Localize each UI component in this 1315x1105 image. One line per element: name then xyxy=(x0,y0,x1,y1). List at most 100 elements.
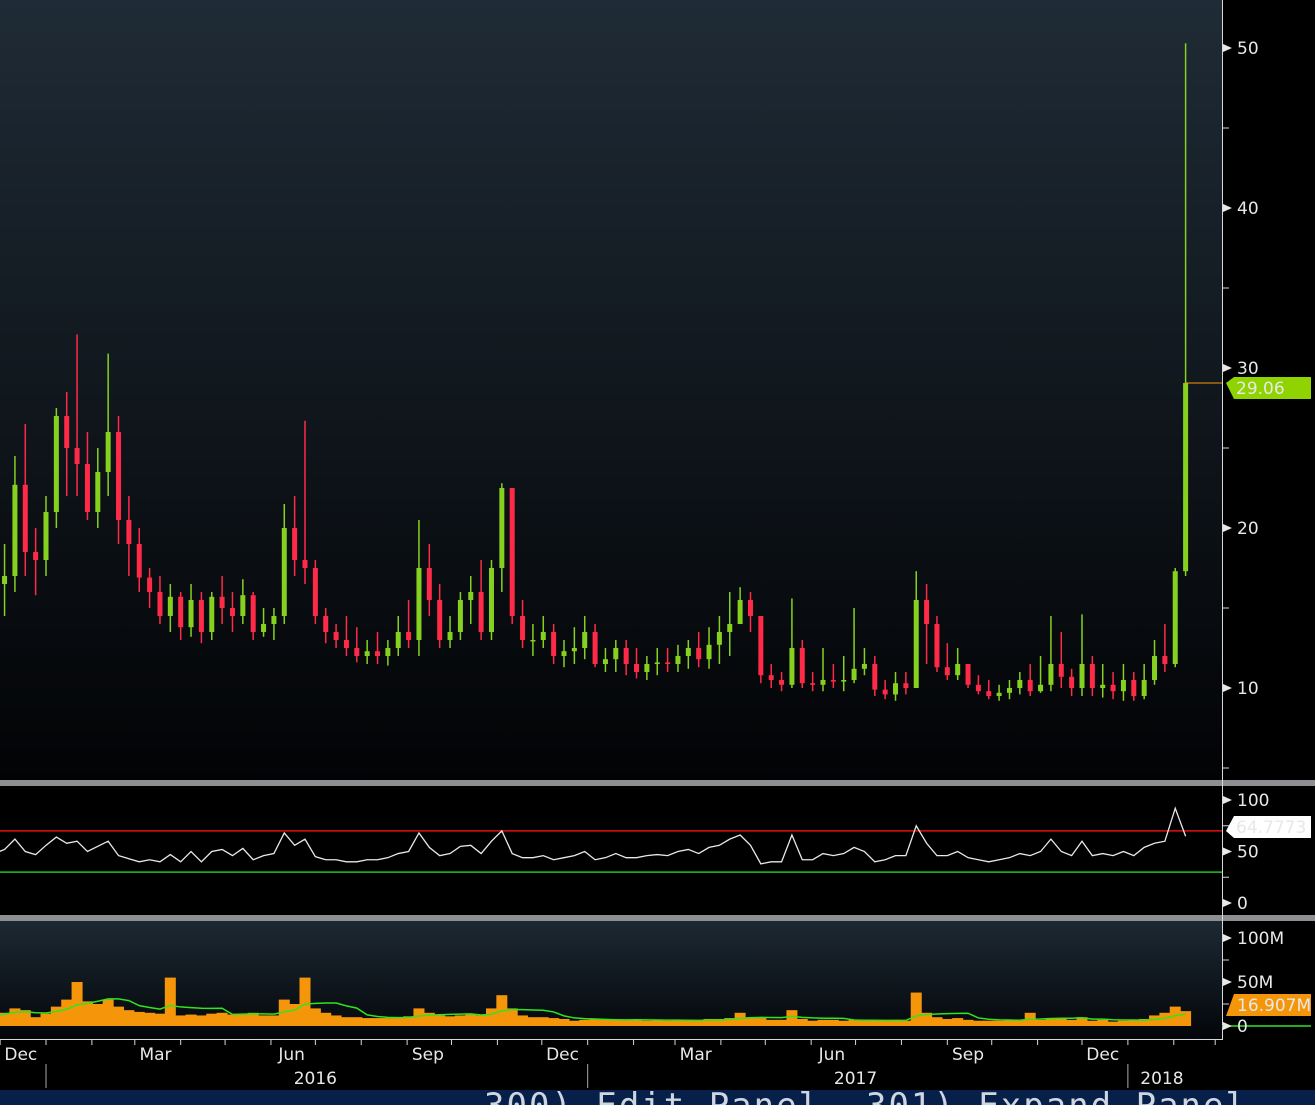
price-tick-label: 30 xyxy=(1237,359,1259,379)
volume-bar xyxy=(817,1019,829,1026)
candle-body xyxy=(250,595,256,632)
volume-bar xyxy=(537,1017,549,1026)
volume-bar xyxy=(454,1015,466,1026)
panel-divider[interactable] xyxy=(0,780,1315,786)
candle-body xyxy=(634,664,640,672)
candle-body xyxy=(95,472,101,512)
volume-bar xyxy=(123,1010,135,1026)
candle-body xyxy=(178,596,184,628)
last-rsi-badge: 64.7773 xyxy=(1226,816,1311,838)
candle-body xyxy=(437,600,443,640)
volume-bar xyxy=(1128,1019,1140,1026)
volume-bar xyxy=(952,1018,964,1026)
candle-body xyxy=(488,568,494,632)
function-bar[interactable]: 300) Edit Panel 301) Expand Panel xyxy=(0,1090,1315,1105)
candle-body xyxy=(789,648,795,685)
volume-bar xyxy=(289,1004,301,1026)
volume-bar xyxy=(910,992,922,1026)
volume-bar xyxy=(796,1018,808,1026)
x-axis: Dec Mar Jun Sep Dec Mar Jun Sep Dec 2016 2017 2018 xyxy=(0,1039,1216,1089)
candle-body xyxy=(623,648,629,664)
candle-body xyxy=(229,608,235,616)
candle-body xyxy=(696,648,702,660)
rsi-tick-marker xyxy=(1223,796,1232,804)
volume-bar xyxy=(1159,1012,1171,1026)
candle-body xyxy=(747,600,753,616)
candle-body xyxy=(727,624,733,632)
candle-body xyxy=(43,512,49,560)
volume-tick-marker xyxy=(1223,978,1232,986)
candle-body xyxy=(644,664,650,672)
candle-body xyxy=(1100,684,1106,688)
volume-bar xyxy=(113,1006,125,1026)
candle-body xyxy=(530,640,536,642)
volume-bar xyxy=(972,1020,984,1026)
candle-body xyxy=(592,632,598,664)
volume-bar xyxy=(589,1018,601,1026)
candle-body xyxy=(33,552,39,560)
x-month-label: Sep xyxy=(952,1045,984,1065)
candle-body xyxy=(706,644,712,660)
volume-bar xyxy=(682,1020,694,1026)
candle-body xyxy=(157,592,163,616)
volume-bar xyxy=(620,1019,632,1026)
volume-bar xyxy=(827,1019,839,1026)
candle-body xyxy=(126,520,132,544)
candle-body xyxy=(105,432,111,472)
volume-bar xyxy=(662,1020,674,1026)
volume-bar xyxy=(206,1013,218,1026)
candle-body xyxy=(675,656,681,664)
volume-bar xyxy=(962,1019,974,1026)
last-volume-label: 16.907M xyxy=(1237,996,1311,1016)
candle-body xyxy=(302,560,308,568)
price-tick-marker xyxy=(1223,684,1232,692)
x-month-label: Mar xyxy=(680,1045,712,1065)
rsi-tick-label: 50 xyxy=(1237,843,1259,863)
volume-bar xyxy=(672,1019,684,1026)
volume-bar xyxy=(0,1012,11,1026)
candle-body xyxy=(841,680,847,682)
volume-bar xyxy=(1076,1017,1088,1026)
volume-bar xyxy=(993,1020,1005,1026)
candle-body xyxy=(1048,664,1054,685)
candle-body xyxy=(820,680,826,685)
price-tick-marker xyxy=(1223,44,1232,52)
volume-bar xyxy=(713,1018,725,1026)
candle-body xyxy=(737,600,743,624)
candle-body xyxy=(468,592,474,600)
candle-body xyxy=(996,692,1002,696)
volume-bar xyxy=(744,1017,756,1026)
volume-bar xyxy=(599,1019,611,1026)
volume-tick-label: 100M xyxy=(1237,929,1284,949)
function-bar-text: 300) Edit Panel 301) Expand Panel xyxy=(484,1090,1248,1105)
price-tick-label: 50 xyxy=(1237,39,1259,59)
candle-body xyxy=(1162,656,1168,664)
candle-body xyxy=(851,668,857,680)
candle-body xyxy=(1006,688,1012,693)
x-year-label: 2017 xyxy=(834,1069,877,1089)
candle-body xyxy=(271,616,277,624)
candle-body xyxy=(426,568,432,600)
candle-body xyxy=(136,544,142,578)
candle-body xyxy=(209,596,215,632)
rsi-line xyxy=(0,806,1187,865)
last-price-label: 29.06 xyxy=(1236,379,1285,399)
candle-body xyxy=(333,632,339,640)
price-axis: 10 20 30 40 50 xyxy=(1222,39,1259,769)
candle-body xyxy=(167,596,173,616)
candle-body xyxy=(779,680,785,685)
volume-bar xyxy=(755,1018,767,1026)
last-volume-badge: 16.907M xyxy=(1226,994,1311,1016)
candle-body xyxy=(406,632,412,640)
candle-body xyxy=(74,448,80,464)
volume-bar xyxy=(1180,1011,1192,1026)
volume-bar xyxy=(144,1012,156,1026)
candle-body xyxy=(924,600,930,624)
candle-body xyxy=(116,432,122,520)
panel-divider[interactable] xyxy=(0,915,1315,921)
rsi-panel-bg xyxy=(0,786,1222,916)
candle-body xyxy=(457,600,463,632)
last-rsi-label: 64.7773 xyxy=(1236,818,1306,838)
candle-body xyxy=(799,648,805,684)
volume-bar xyxy=(268,1015,280,1026)
